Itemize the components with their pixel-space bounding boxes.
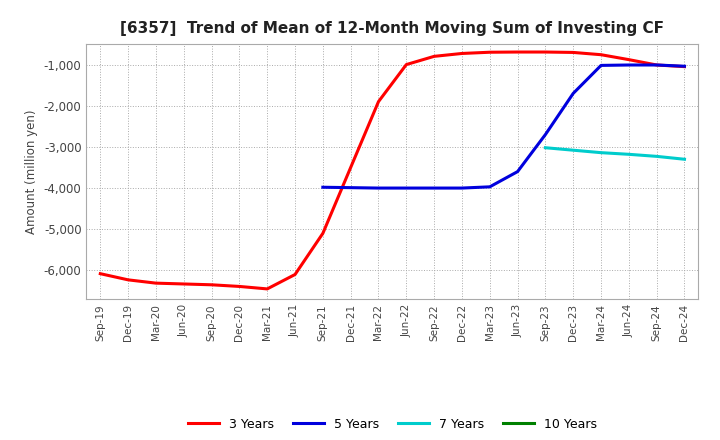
5 Years xyxy=(374,185,383,191)
3 Years xyxy=(291,272,300,277)
Line: 7 Years: 7 Years xyxy=(546,148,685,159)
3 Years xyxy=(402,62,410,67)
5 Years xyxy=(402,185,410,191)
5 Years xyxy=(680,64,689,69)
5 Years xyxy=(513,169,522,174)
5 Years xyxy=(652,62,661,68)
7 Years xyxy=(652,154,661,159)
3 Years xyxy=(458,51,467,56)
3 Years xyxy=(513,49,522,55)
3 Years xyxy=(374,99,383,104)
3 Years xyxy=(624,57,633,62)
Title: [6357]  Trend of Mean of 12-Month Moving Sum of Investing CF: [6357] Trend of Mean of 12-Month Moving … xyxy=(120,21,665,36)
3 Years xyxy=(597,52,606,57)
7 Years xyxy=(680,157,689,162)
3 Years xyxy=(346,165,355,170)
7 Years xyxy=(569,147,577,153)
3 Years xyxy=(541,49,550,55)
Line: 5 Years: 5 Years xyxy=(323,65,685,188)
3 Years xyxy=(680,64,689,69)
3 Years xyxy=(179,281,188,286)
3 Years xyxy=(124,277,132,282)
3 Years xyxy=(569,50,577,55)
5 Years xyxy=(597,63,606,68)
7 Years xyxy=(597,150,606,155)
Line: 3 Years: 3 Years xyxy=(100,52,685,289)
5 Years xyxy=(458,185,467,191)
5 Years xyxy=(541,132,550,137)
Legend: 3 Years, 5 Years, 7 Years, 10 Years: 3 Years, 5 Years, 7 Years, 10 Years xyxy=(183,413,602,436)
3 Years xyxy=(430,54,438,59)
3 Years xyxy=(263,286,271,292)
5 Years xyxy=(485,184,494,190)
3 Years xyxy=(652,62,661,68)
3 Years xyxy=(96,271,104,276)
3 Years xyxy=(152,281,161,286)
5 Years xyxy=(430,185,438,191)
7 Years xyxy=(541,145,550,150)
3 Years xyxy=(207,282,216,287)
5 Years xyxy=(318,185,327,190)
Y-axis label: Amount (million yen): Amount (million yen) xyxy=(25,110,38,234)
7 Years xyxy=(624,152,633,157)
5 Years xyxy=(569,91,577,96)
5 Years xyxy=(346,185,355,190)
5 Years xyxy=(624,62,633,68)
3 Years xyxy=(318,231,327,236)
3 Years xyxy=(235,284,243,289)
3 Years xyxy=(485,50,494,55)
